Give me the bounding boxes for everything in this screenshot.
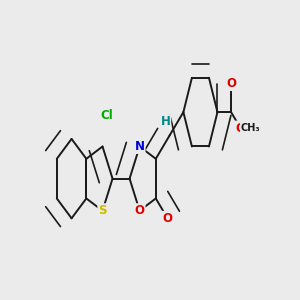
Text: CH₃: CH₃ <box>241 123 260 133</box>
Text: O: O <box>135 204 145 217</box>
Text: Cl: Cl <box>100 109 113 122</box>
Text: O: O <box>163 212 172 225</box>
Text: H: H <box>160 116 170 128</box>
Text: S: S <box>98 204 107 217</box>
Text: O: O <box>236 122 245 134</box>
Text: O: O <box>226 77 236 90</box>
Text: N: N <box>135 140 145 153</box>
